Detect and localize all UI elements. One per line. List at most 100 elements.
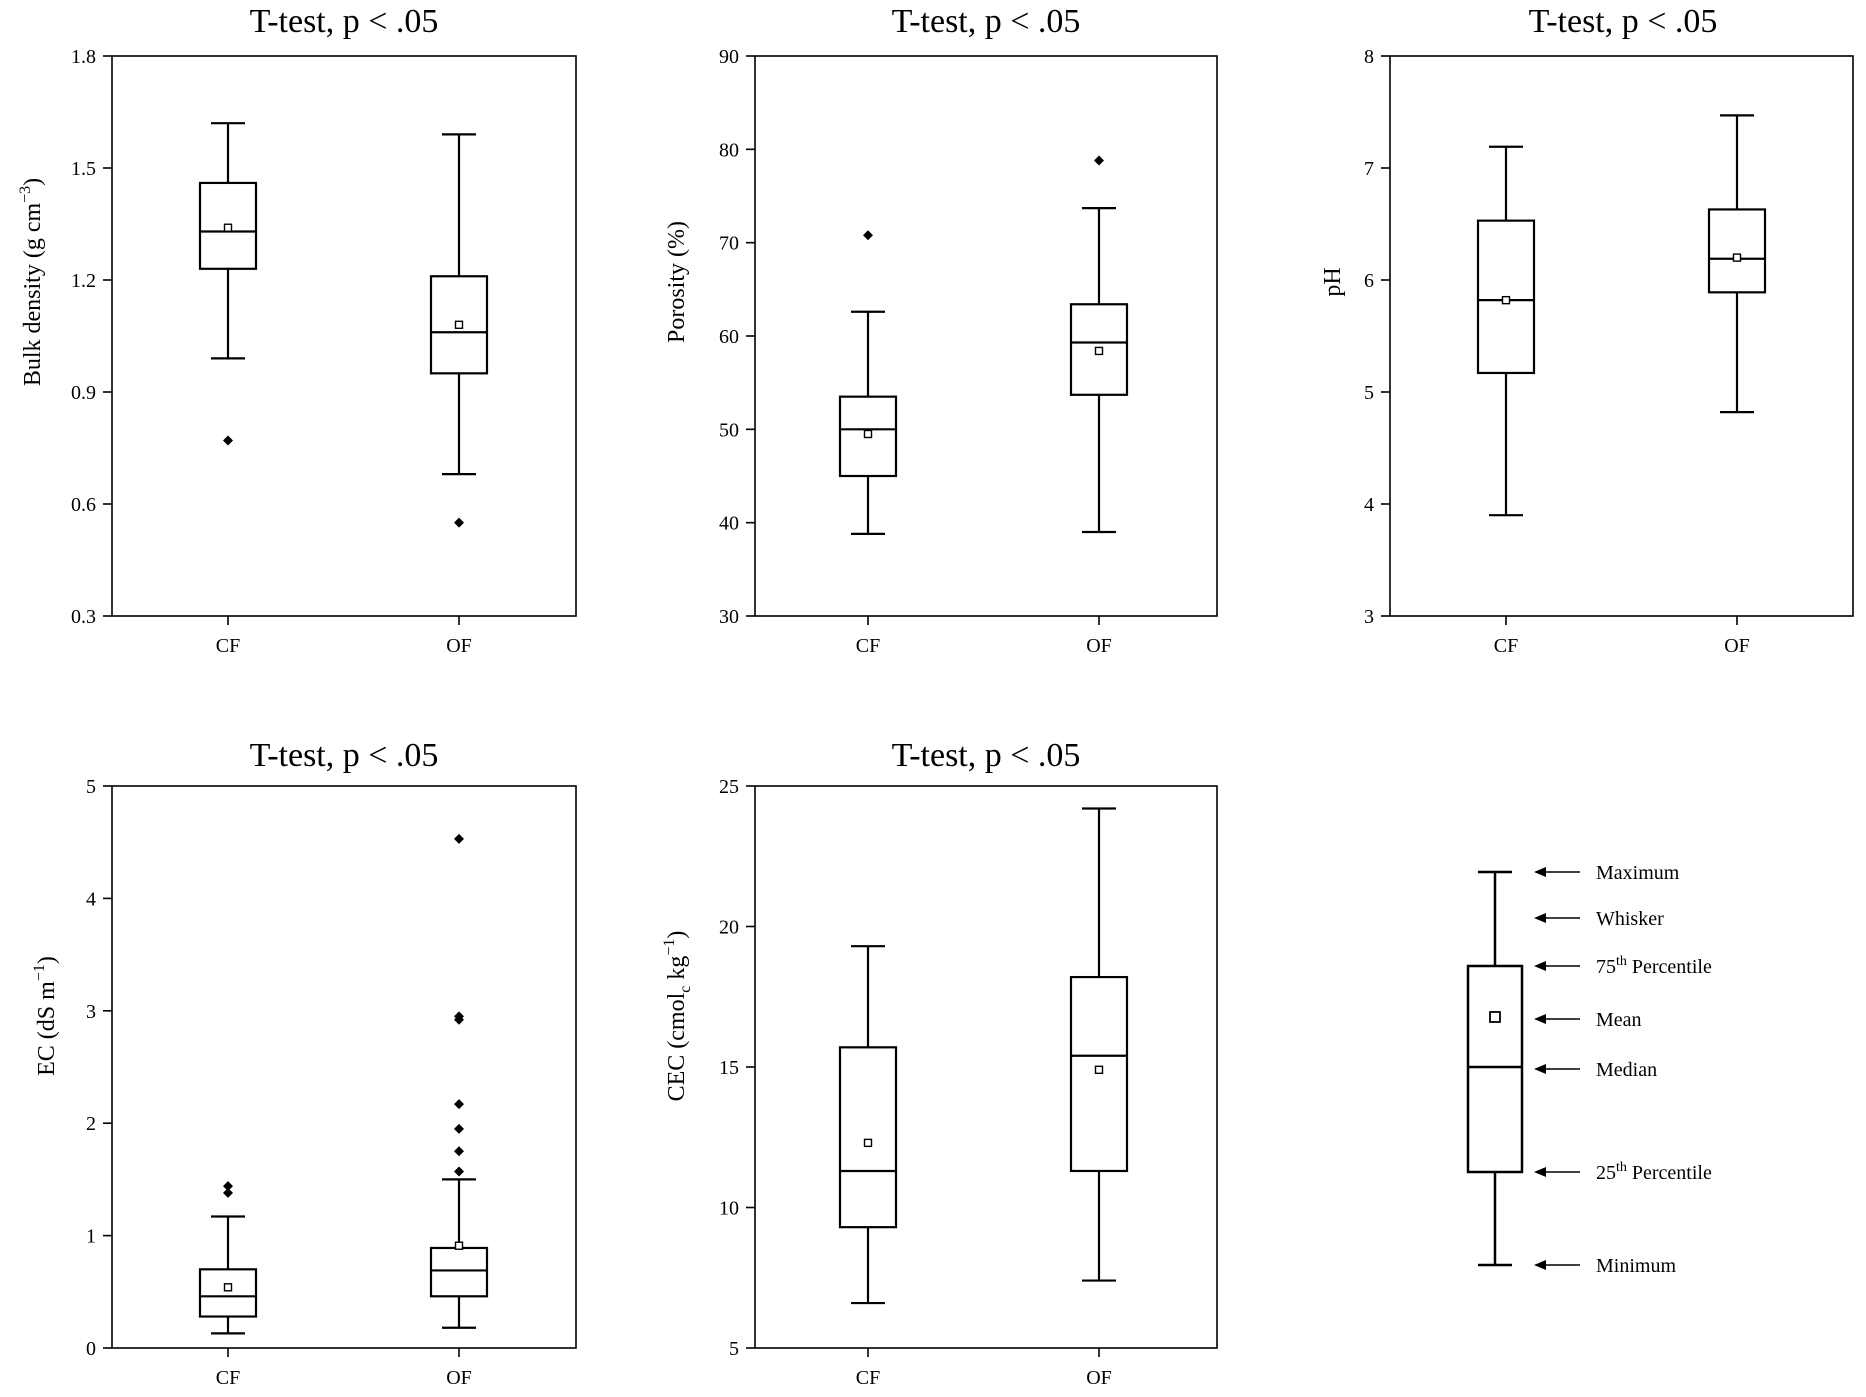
legend-75th-tail: Percentile — [1627, 956, 1712, 978]
porosity-y-tick-label: 60 — [719, 326, 739, 348]
bulk-density-y-axis-label: Bulk density (g cm−3) — [17, 178, 46, 386]
legend-arrowhead-75th — [1534, 961, 1546, 971]
ec-plot-frame — [111, 785, 577, 1349]
cec-y-tick-label: 20 — [719, 917, 739, 939]
porosity-panel: T-test, p < .05 Porosity (%) 30 40 50 60 70 8… — [664, 3, 1218, 657]
cec-x-ticks: CF OF — [856, 1348, 1112, 1389]
porosity-y-tick-label: 30 — [719, 606, 739, 628]
cec-boxes — [838, 807, 1129, 1305]
porosity-mean-marker-of — [1094, 346, 1104, 356]
bulk-density-title: T-test, p < .05 — [250, 3, 439, 40]
ec-outlier-of-3 — [454, 1099, 464, 1110]
cec-ylabel-main: CEC (cmol — [664, 992, 690, 1101]
porosity-x-tick-label-of: OF — [1086, 635, 1112, 657]
ec-box-group-of — [429, 1178, 489, 1329]
ec-outlier-of-6 — [454, 833, 464, 844]
porosity-y-tick-label: 50 — [719, 419, 739, 441]
porosity-y-axis-label: Porosity (%) — [664, 221, 690, 343]
ec-x-ticks: CF OF — [216, 1348, 472, 1389]
ec-ylabel-main: EC (dS m — [34, 981, 60, 1076]
porosity-y-tick-label: 90 — [719, 46, 739, 68]
porosity-outlier-cf-0 — [863, 230, 873, 241]
cec-mean-marker-of — [1094, 1065, 1104, 1075]
ec-iqr-box-cf — [198, 1268, 258, 1318]
ec-y-tick-label: 5 — [86, 776, 96, 798]
ph-box-group-of — [1707, 114, 1767, 414]
ph-boxes — [1476, 114, 1767, 517]
ph-y-tick-label: 8 — [1364, 46, 1374, 68]
legend-25th-number: 25 — [1596, 1162, 1616, 1184]
ec-outlier-of-5 — [454, 1011, 464, 1022]
cec-panel: T-test, p < .05 CEC (cmolc kg−1) 5 10 15 20… — [661, 737, 1218, 1389]
bulk-density-outlier-of-0 — [454, 517, 464, 528]
legend-25th-sup: th — [1616, 1160, 1627, 1175]
bulk-density-panel: T-test, p < .05 Bulk density (g cm−3) 0.… — [17, 3, 577, 657]
cec-y-tick-label: 25 — [719, 776, 739, 798]
cec-y-tick-label: 15 — [719, 1057, 739, 1079]
ph-x-tick-label-of: OF — [1724, 635, 1750, 657]
bulk-density-mean-marker-cf — [223, 223, 233, 232]
porosity-x-ticks: CF OF — [856, 616, 1112, 657]
ec-y-ticks: 0 1 2 3 4 5 — [86, 776, 112, 1360]
porosity-y-tick-label: 40 — [719, 513, 739, 535]
ph-y-tick-label: 7 — [1364, 158, 1374, 180]
cec-ylabel-sub: c — [677, 986, 694, 993]
ec-outlier-cf-1 — [223, 1181, 233, 1192]
cec-ylabel-tail: ) — [664, 931, 690, 939]
cec-mean-marker-cf — [863, 1138, 873, 1148]
ec-mean-marker-of — [454, 1241, 464, 1250]
cec-ylabel-sup: −1 — [661, 939, 678, 956]
ec-mean-marker-cf — [223, 1283, 233, 1292]
bulk-density-box-group-of — [429, 133, 489, 476]
legend-arrowhead-minimum — [1534, 1260, 1546, 1270]
cec-ylabel-mid: kg — [664, 956, 690, 986]
cec-title: T-test, p < .05 — [892, 737, 1081, 774]
legend-label-25th: 25th Percentile — [1596, 1160, 1712, 1184]
ph-y-tick-label: 5 — [1364, 382, 1374, 404]
ph-iqr-box-of — [1707, 208, 1767, 294]
legend-25th-tail: Percentile — [1627, 1162, 1712, 1184]
ec-boxes — [198, 833, 489, 1335]
bulk-density-x-tick-label-cf: CF — [216, 635, 240, 657]
bulk-density-plot-frame — [111, 55, 577, 617]
bulk-density-mean-marker-of — [454, 320, 464, 329]
legend-arrowhead-mean — [1534, 1014, 1546, 1024]
ph-x-tick-label-cf: CF — [1494, 635, 1518, 657]
bulk-density-x-tick-label-of: OF — [446, 635, 472, 657]
porosity-iqr-box-of — [1069, 303, 1129, 396]
bulk-density-y-tick-label: 0.9 — [71, 382, 96, 404]
ph-title: T-test, p < .05 — [1529, 3, 1718, 40]
box-plot-legend: Maximum Whisker 75th Percentile Mean Med… — [1466, 862, 1712, 1277]
legend-arrowheads — [1534, 867, 1546, 1270]
ec-y-tick-label: 3 — [86, 1001, 96, 1023]
bulk-density-ylabel-tail: ) — [20, 178, 46, 186]
ec-x-tick-label-of: OF — [446, 1367, 472, 1389]
ec-y-axis-label: EC (dS m−1) — [31, 956, 60, 1076]
bulk-density-iqr-box-of — [429, 275, 489, 375]
legend-mean-marker — [1489, 1011, 1501, 1023]
ec-ylabel-tail: ) — [34, 956, 60, 964]
porosity-x-tick-label-cf: CF — [856, 635, 880, 657]
legend-arrows — [1540, 871, 1580, 1266]
ec-ylabel-sup: −1 — [31, 964, 48, 981]
ec-outlier-cf-0 — [223, 1187, 233, 1198]
cec-plot-frame — [754, 785, 1218, 1349]
bulk-density-outlier-cf-0 — [223, 435, 233, 446]
ec-outlier-of-1 — [454, 1146, 464, 1157]
legend-75th-sup: th — [1616, 954, 1627, 969]
legend-arrowhead-whisker — [1534, 913, 1546, 923]
cec-x-tick-label-of: OF — [1086, 1367, 1112, 1389]
bulk-density-y-tick-label: 1.5 — [71, 158, 96, 180]
ph-y-axis-label: pH — [1320, 267, 1346, 296]
porosity-mean-marker-cf — [863, 429, 873, 439]
cec-y-tick-label: 5 — [729, 1338, 739, 1360]
ph-y-ticks: 3 4 5 6 7 8 — [1364, 46, 1390, 628]
legend-label-minimum: Minimum — [1596, 1255, 1676, 1277]
porosity-iqr-box-cf — [838, 395, 898, 478]
ec-outlier-of-0 — [454, 1166, 464, 1177]
porosity-y-tick-label: 70 — [719, 233, 739, 255]
ec-iqr-box-of — [429, 1246, 489, 1298]
cec-box-group-of — [1069, 807, 1129, 1282]
cec-x-tick-label-cf: CF — [856, 1367, 880, 1389]
